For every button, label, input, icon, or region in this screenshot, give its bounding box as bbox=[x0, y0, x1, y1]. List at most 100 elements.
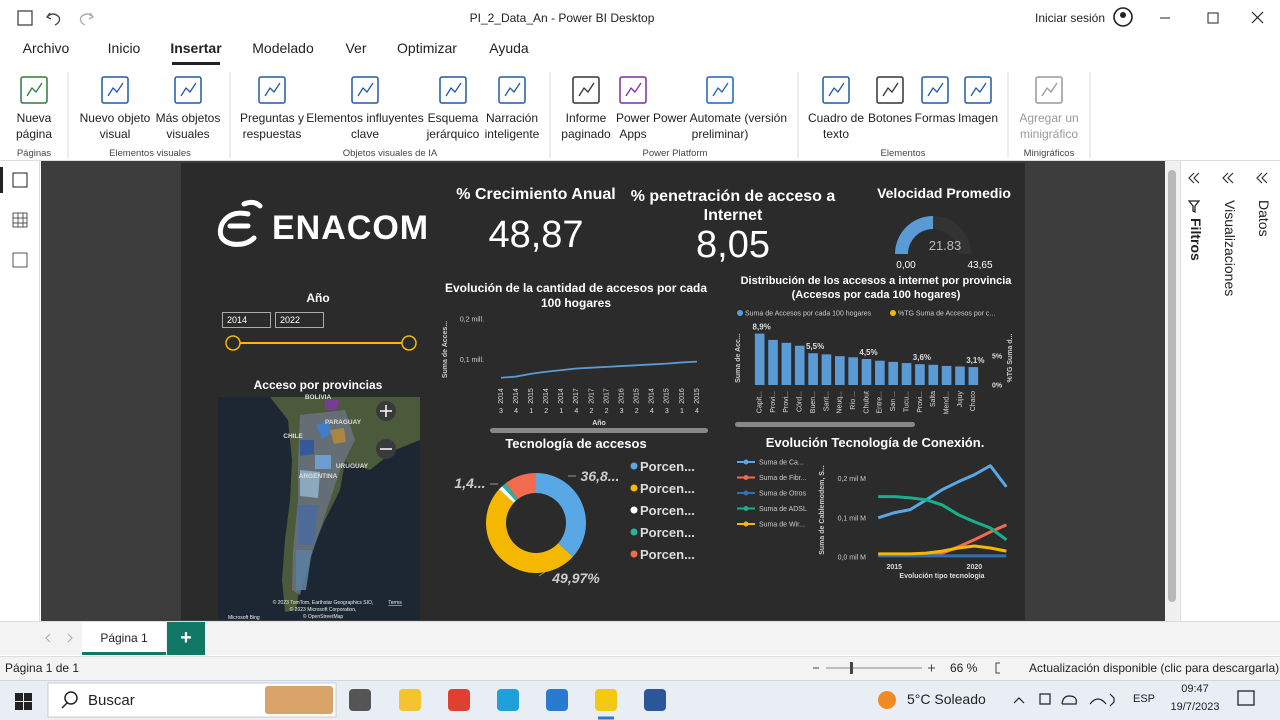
table-grid bbox=[13, 213, 27, 227]
tab-nav bbox=[45, 633, 73, 643]
notifications bbox=[1237, 690, 1255, 706]
slicer-from[interactable]: 2014 bbox=[222, 312, 271, 328]
language[interactable]: ESP bbox=[1133, 693, 1156, 705]
x-tick-label: 2015 bbox=[664, 388, 671, 404]
active-view-marker bbox=[0, 167, 3, 193]
taskbar-search[interactable]: Buscar bbox=[88, 692, 135, 709]
bar bbox=[861, 359, 872, 385]
map-credit: © 2023 TomTom, Earthstar Geographics SIO… bbox=[273, 599, 374, 606]
slicer-to[interactable]: 2022 bbox=[275, 312, 324, 328]
title-bar-icons: PI_2_Data_An - Power BI Desktop Iniciar s… bbox=[17, 7, 1264, 27]
x-tick-label: Mend... bbox=[943, 391, 950, 414]
x-tick-sublabel: 2 bbox=[544, 408, 548, 415]
start-logo bbox=[24, 693, 32, 701]
menu-tab[interactable]: Archivo bbox=[22, 40, 70, 56]
y-tick-label: 0,2 mill. bbox=[460, 317, 484, 324]
ribbon-button[interactable]: Narración inteligente bbox=[484, 111, 540, 141]
weather[interactable]: 5°C Soleado bbox=[907, 691, 986, 707]
data-label: 3,6% bbox=[913, 353, 931, 362]
ribbon-icon bbox=[258, 76, 286, 104]
menu-tab[interactable]: Optimizar bbox=[397, 40, 457, 56]
pane-title[interactable]: Filtros bbox=[1188, 218, 1204, 261]
pane-title[interactable]: Datos bbox=[1256, 200, 1272, 237]
y-tick-label: 0,0 mil M bbox=[838, 555, 867, 562]
maximize bbox=[1207, 12, 1219, 24]
ribbon-button[interactable]: Nueva página bbox=[15, 111, 53, 141]
ribbon-button[interactable]: Informe paginado bbox=[561, 111, 611, 141]
slicer-handle bbox=[401, 335, 417, 351]
x-tick-label: Capit... bbox=[757, 391, 764, 413]
legend-dot bbox=[630, 550, 638, 558]
page-tab[interactable]: Página 1 bbox=[82, 622, 166, 655]
ribbon-button[interactable]: Elementos influyentes clave bbox=[306, 111, 424, 141]
ribbon-icon-detail bbox=[828, 82, 845, 97]
add-page[interactable]: + bbox=[167, 622, 205, 655]
ribbon-button[interactable]: Esquema jerárquico bbox=[426, 111, 480, 141]
data-label: 8,9% bbox=[753, 323, 771, 332]
menu-tab[interactable]: Insertar bbox=[170, 40, 222, 56]
ribbon-button[interactable]: Imagen bbox=[957, 111, 999, 125]
ribbon-button[interactable]: Más objetos visuales bbox=[155, 111, 221, 141]
legend-label: %TG Suma de Accesos por c... bbox=[898, 311, 995, 318]
app-icon bbox=[644, 689, 666, 711]
y-tick-label: 0,1 mill. bbox=[460, 357, 484, 364]
map-brand: Microsoft Bing bbox=[228, 615, 260, 620]
sign-in: Iniciar sesión bbox=[1035, 11, 1105, 25]
logo-text: ENACOM bbox=[272, 209, 429, 247]
province bbox=[315, 455, 331, 469]
ribbon-icon bbox=[921, 76, 949, 104]
map-title: Acceso por provincias bbox=[253, 378, 383, 392]
model-view bbox=[12, 252, 28, 268]
collapse-icon bbox=[1222, 172, 1234, 184]
province bbox=[298, 505, 318, 545]
ribbon-button[interactable]: Agregar un minigráfico bbox=[1019, 111, 1079, 141]
ribbon-button[interactable]: Formas bbox=[914, 111, 956, 125]
pane-title[interactable]: Visualizaciones bbox=[1222, 200, 1238, 297]
kpi-title: % Crecimiento Anual bbox=[456, 186, 616, 203]
update-notice[interactable]: Actualización disponible (clic para desc… bbox=[1029, 661, 1280, 675]
menu-tab[interactable]: Ver bbox=[345, 40, 367, 56]
x-tick-label: 2017 bbox=[573, 388, 580, 404]
chevrons bbox=[1222, 172, 1234, 184]
bar bbox=[754, 333, 765, 385]
gauge-value: 21.83 bbox=[929, 238, 962, 253]
y-axis-title: Suma de Cablemodem, S... bbox=[819, 465, 826, 555]
ribbon-button[interactable]: Preguntas y respuestas bbox=[239, 111, 305, 141]
ribbon-icon-detail bbox=[445, 82, 462, 97]
bar bbox=[781, 342, 792, 385]
ribbon-icon bbox=[1035, 76, 1063, 104]
x-tick-label: 2014 bbox=[558, 388, 565, 404]
x-tick-label: Buen... bbox=[810, 391, 817, 413]
ribbon-icon-detail bbox=[180, 82, 197, 97]
x-tick-sublabel: 4 bbox=[650, 408, 654, 415]
ribbon-button[interactable]: Cuadro de texto bbox=[807, 111, 865, 141]
menu-tab[interactable]: Inicio bbox=[107, 40, 141, 56]
menu-tab[interactable]: Modelado bbox=[252, 40, 314, 56]
map-label: PARAGUAY bbox=[325, 419, 362, 426]
legend-dot bbox=[743, 506, 749, 511]
ribbon-icon bbox=[174, 76, 202, 104]
bar bbox=[955, 366, 965, 385]
ribbon-button[interactable]: Power Automate (versión preliminar) bbox=[652, 111, 788, 141]
x-tick-label: Jujuy bbox=[957, 391, 964, 408]
ribbon-icon-detail bbox=[578, 82, 595, 97]
x-tick-sublabel: 4 bbox=[695, 408, 699, 415]
app-icon bbox=[349, 689, 371, 711]
save-icon bbox=[17, 10, 33, 26]
menu-tab[interactable]: Ayuda bbox=[489, 40, 529, 56]
bar bbox=[848, 357, 858, 385]
legend-dot bbox=[630, 528, 638, 536]
ribbon-button[interactable]: Botones bbox=[867, 111, 913, 125]
ribbon bbox=[0, 66, 1280, 161]
ribbon-icon-detail bbox=[357, 82, 374, 97]
report-view bbox=[12, 172, 28, 188]
kpi-value: 8,05 bbox=[696, 224, 770, 266]
data-label: 3,1% bbox=[966, 356, 984, 365]
x-tick-label: Entre... bbox=[877, 391, 884, 414]
ribbon-button[interactable]: Nuevo objeto visual bbox=[79, 111, 151, 141]
x-tick-label: 2015 bbox=[694, 388, 701, 404]
ribbon-button[interactable]: Power Apps bbox=[615, 111, 650, 141]
ribbon-icon-detail bbox=[264, 82, 281, 97]
ribbon-icon-detail bbox=[26, 82, 43, 97]
